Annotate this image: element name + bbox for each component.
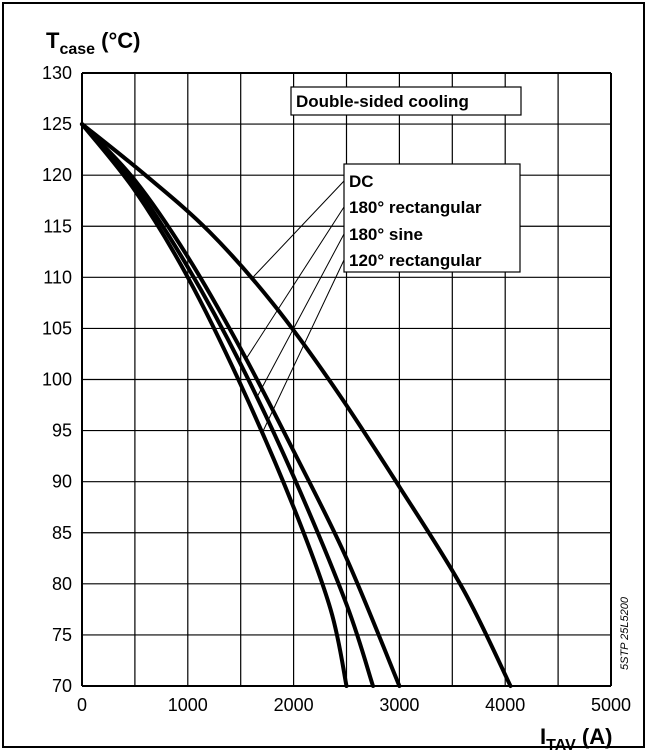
series-label-box: [343, 163, 521, 273]
x-tick-label: 5000: [591, 695, 631, 715]
series-line-180-sine: [80, 122, 375, 688]
y-tick-label: 85: [52, 523, 72, 543]
y-tick-label: 95: [52, 421, 72, 441]
y-tick-label: 110: [43, 267, 72, 287]
y-axis-title: Tcase (°C): [46, 28, 141, 58]
catalog-code: 5STP 25L5200: [619, 596, 631, 670]
x-tick-label: 1000: [168, 695, 208, 715]
cooling-label: Double-sided cooling: [296, 92, 469, 111]
y-tick-label: 75: [52, 625, 72, 645]
cooling-label-box: [290, 86, 522, 116]
label-180-sine: 180° sine: [349, 225, 423, 244]
label-120-rectangular: 120° rectangular: [349, 251, 482, 270]
series-line-dc: [80, 122, 513, 688]
y-tick-label: 130: [42, 63, 72, 83]
leader-line: [245, 206, 345, 360]
y-tick-label: 120: [42, 165, 72, 185]
label-dc: DC: [349, 172, 374, 191]
y-tick-label: 90: [52, 472, 72, 492]
y-tick-label: 125: [42, 114, 72, 134]
leader-line: [250, 180, 345, 280]
leader-line: [261, 259, 345, 434]
y-tick-label: 80: [52, 574, 72, 594]
x-axis-title: ITAV (A): [540, 724, 612, 752]
label-leader-lines: [245, 180, 345, 434]
x-tick-label: 4000: [485, 695, 525, 715]
x-tick-label: 3000: [379, 695, 419, 715]
y-tick-label: 100: [42, 370, 72, 390]
series-line-180-rectangular: [80, 122, 402, 688]
x-tick-label: 2000: [274, 695, 314, 715]
series-line-120-rectangular: [80, 122, 349, 688]
y-tick-label: 70: [52, 676, 72, 696]
x-tick-label: 0: [77, 695, 87, 715]
tick-labels: 130 125 120 115 110 105 100 95 90 85 80 75 700 1000 20…: [42, 63, 631, 715]
y-tick-label: 115: [43, 216, 72, 236]
leader-line: [256, 233, 345, 399]
y-tick-label: 105: [42, 318, 72, 338]
series-curves: [80, 122, 513, 688]
label-180-rectangular: 180° rectangular: [349, 198, 482, 217]
